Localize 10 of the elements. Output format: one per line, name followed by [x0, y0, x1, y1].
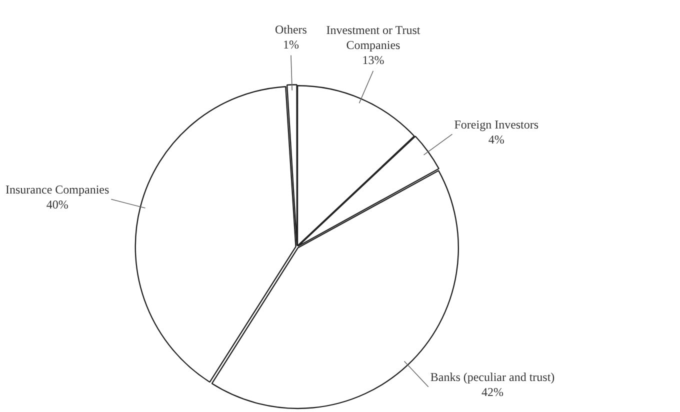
slice-label: Others [274, 22, 308, 36]
slice-label: Insurance Companies [6, 182, 110, 196]
slice-label: Investment or Trust Companies [326, 23, 421, 52]
data-label: 4% [488, 132, 504, 146]
data-label: 13% [362, 53, 384, 68]
slice-label: Foreign Investors [454, 117, 539, 132]
data-label: 40% [46, 197, 68, 212]
data-label: 42% [482, 385, 504, 400]
slice-label: Banks (peculiar and trust) [430, 370, 555, 384]
data-label: 1% [282, 37, 299, 52]
